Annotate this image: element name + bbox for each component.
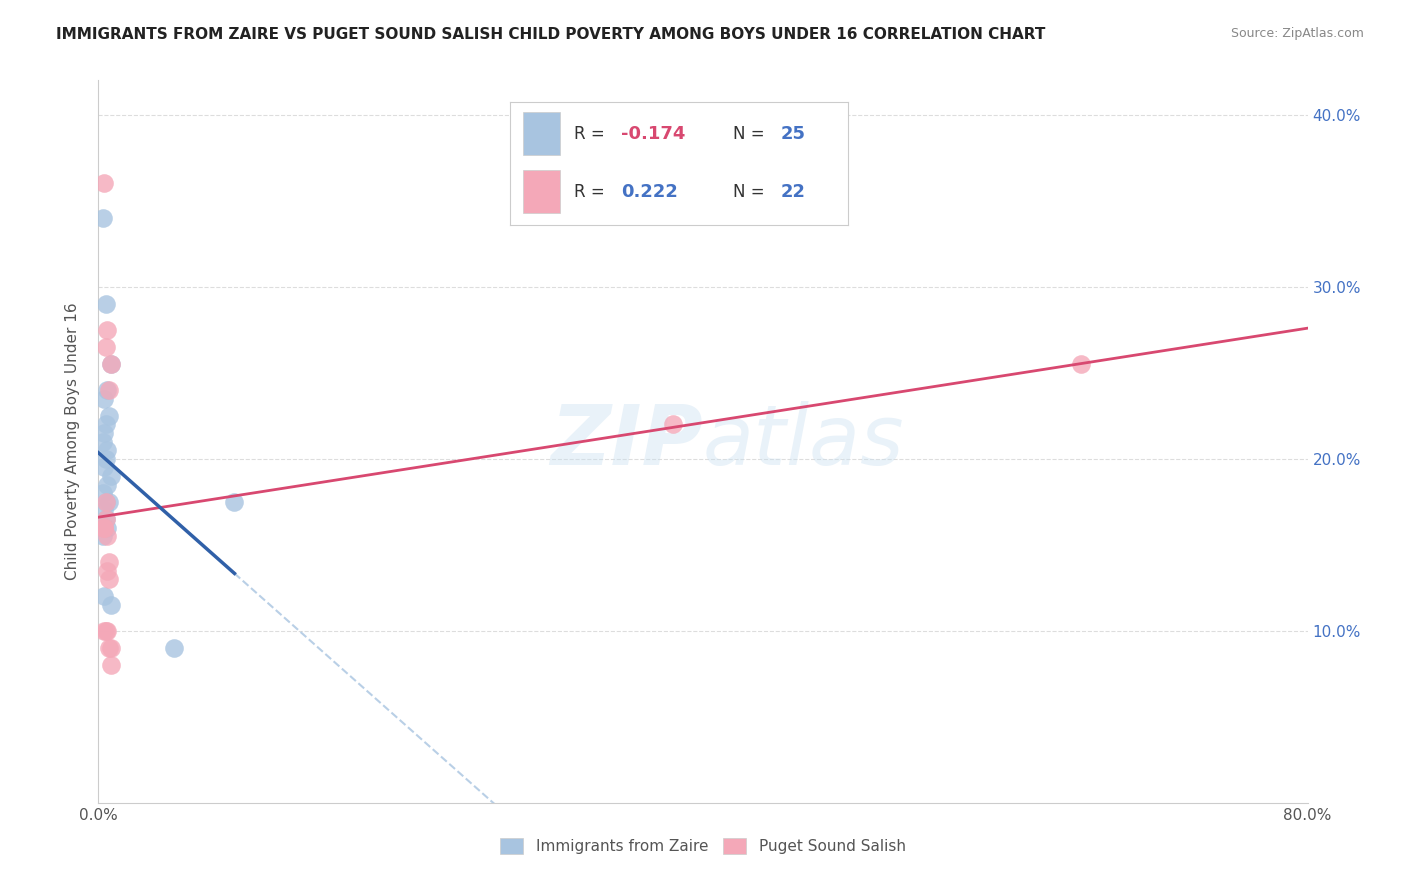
Text: IMMIGRANTS FROM ZAIRE VS PUGET SOUND SALISH CHILD POVERTY AMONG BOYS UNDER 16 CO: IMMIGRANTS FROM ZAIRE VS PUGET SOUND SAL… (56, 27, 1046, 42)
Point (91, 529, 114, 543)
Y-axis label: Child Poverty Among Boys Under 16: Child Poverty Among Boys Under 16 (65, 302, 80, 581)
Text: atlas: atlas (703, 401, 904, 482)
Point (98, 555, 121, 569)
Point (96, 624, 118, 638)
Point (94, 494, 117, 508)
Point (98, 383, 121, 397)
Point (98, 640, 121, 655)
Point (163, 640, 186, 655)
Point (100, 658, 122, 673)
Point (93, 503, 115, 517)
Point (94, 512, 117, 526)
Point (98, 494, 121, 508)
Point (100, 469, 122, 483)
Point (93, 624, 115, 638)
Point (93, 460, 115, 475)
Point (98, 409, 121, 423)
Point (93, 520, 115, 534)
Text: Source: ZipAtlas.com: Source: ZipAtlas.com (1230, 27, 1364, 40)
Point (94, 494, 117, 508)
Point (661, 417, 683, 432)
Point (93, 590, 115, 604)
Point (1070, 357, 1092, 371)
Point (93, 177, 115, 191)
Point (100, 357, 122, 371)
Point (91, 211, 114, 225)
Point (100, 640, 122, 655)
Point (94, 417, 117, 432)
Text: ZIP: ZIP (550, 401, 703, 482)
Point (96, 564, 118, 578)
Point (93, 425, 115, 440)
Point (93, 520, 115, 534)
Point (224, 494, 246, 508)
Point (98, 572, 121, 586)
Point (93, 520, 115, 534)
Legend: Immigrants from Zaire, Puget Sound Salish: Immigrants from Zaire, Puget Sound Salis… (495, 832, 911, 860)
Point (94, 451, 117, 466)
Point (100, 357, 122, 371)
Point (96, 520, 118, 534)
Point (94, 624, 117, 638)
Point (96, 443, 118, 458)
Point (96, 477, 118, 491)
Point (91, 434, 114, 449)
Point (91, 486, 114, 500)
Point (94, 340, 117, 354)
Point (94, 512, 117, 526)
Point (100, 598, 122, 612)
Point (96, 529, 118, 543)
Point (96, 323, 118, 337)
Point (94, 297, 117, 311)
Point (93, 392, 115, 406)
Point (96, 383, 118, 397)
